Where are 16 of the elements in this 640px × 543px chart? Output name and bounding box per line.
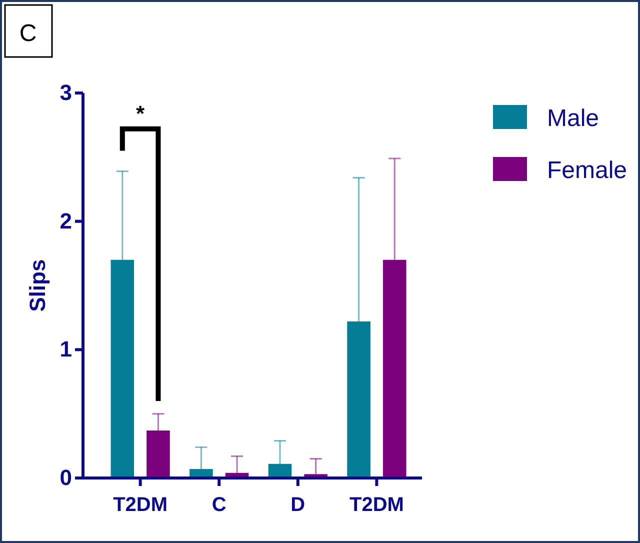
legend-label: Female [547,157,628,184]
bar [382,260,406,478]
x-tick-label: C [212,494,226,516]
y-tick-label: 3 [60,80,72,106]
x-tick-label: D [290,494,306,516]
legend-label: Male [547,105,600,132]
y-axis-title: Slips [25,259,50,312]
y-tick-label: 2 [60,208,72,234]
y-tick-label: 1 [60,336,72,362]
annotation: * [136,101,146,126]
x-tick-label: T2DM [113,494,168,516]
x-tick-label: T2DM [349,494,404,516]
text: C [19,20,37,47]
y-tick-label: 0 [60,465,72,490]
bar [146,430,170,478]
bar [347,321,370,478]
